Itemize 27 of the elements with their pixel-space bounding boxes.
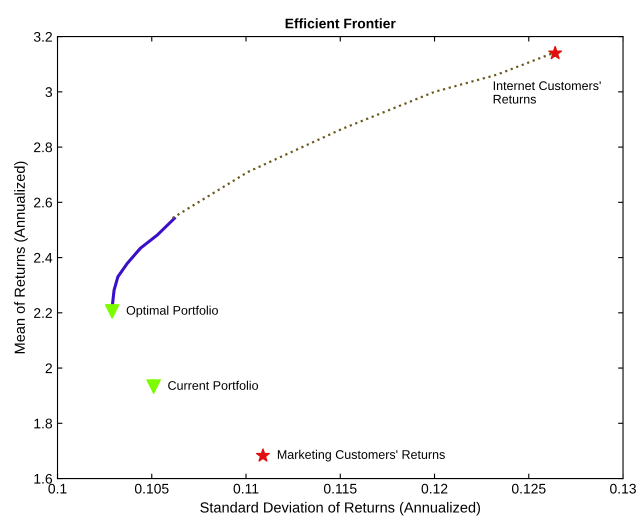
x-tick-label: 0.11 — [234, 484, 258, 494]
x-tick-label: 0.125 — [512, 484, 546, 494]
y-axis-title: Mean of Returns (Annualized) — [14, 162, 28, 354]
chart-title: Efficient Frontier — [286, 18, 396, 28]
annotation: Internet Customers' Returns — [494, 81, 601, 104]
y-tick-label: 2.8 — [34, 142, 52, 152]
y-tick-label: 1.8 — [34, 418, 52, 428]
annotation: Current Portfolio — [168, 380, 258, 390]
x-tick-label: 0.13 — [610, 484, 636, 494]
annotation: Optimal Portfolio — [126, 306, 218, 318]
x-tick-label: 0.1 — [48, 484, 66, 494]
x-axis-title: Standard Deviation of Returns (Annualized) — [200, 502, 480, 516]
y-tick-label: 2.6 — [34, 198, 52, 208]
y-tick-label: 3 — [45, 87, 52, 98]
annotation: Marketing Customers' Returns — [278, 450, 445, 462]
y-tick-label: 3.2 — [34, 32, 52, 42]
x-tick-label: 0.115 — [324, 484, 357, 494]
y-tick-label: 2.2 — [34, 308, 52, 318]
x-tick-label: 0.105 — [134, 484, 169, 494]
y-tick-label: 2.4 — [34, 252, 52, 263]
point — [548, 46, 562, 60]
point — [256, 448, 270, 462]
point — [104, 304, 120, 319]
y-tick-label: 1.6 — [34, 474, 52, 484]
x-tick-label: 0.12 — [422, 484, 448, 494]
point — [146, 379, 161, 394]
y-tick-label: 2 — [46, 363, 52, 374]
